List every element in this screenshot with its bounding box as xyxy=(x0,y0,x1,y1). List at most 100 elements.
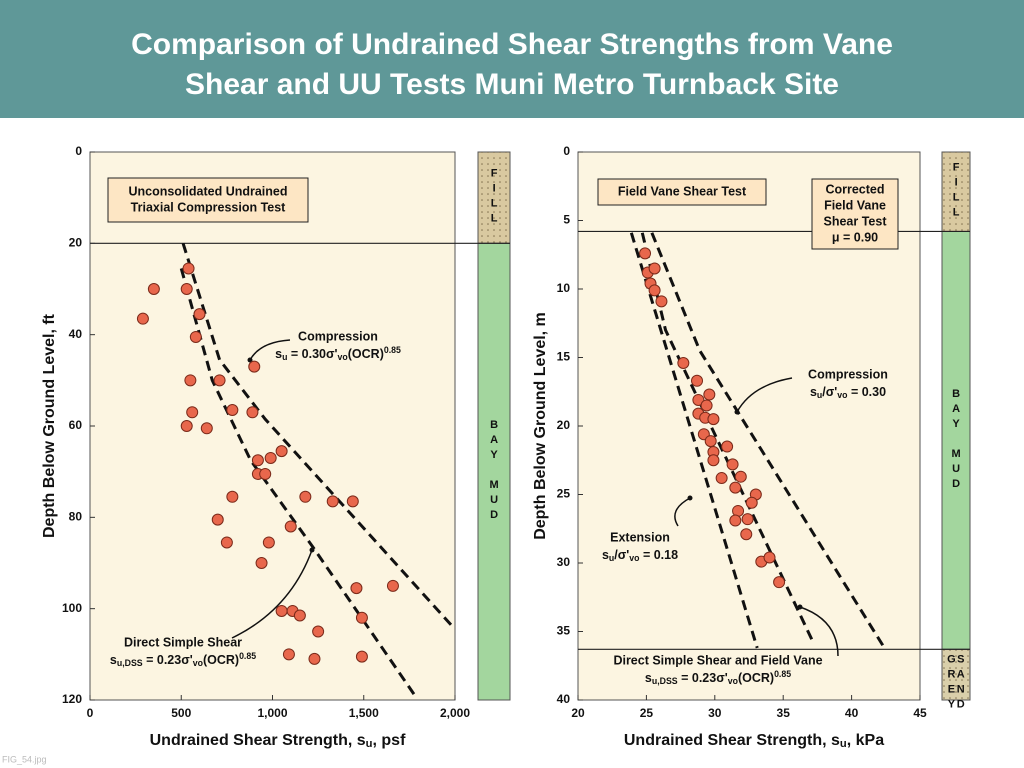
x-tick-label: 2,000 xyxy=(440,706,470,720)
data-point xyxy=(326,495,339,508)
subscript: u xyxy=(609,553,614,563)
data-point xyxy=(704,435,717,448)
data-point xyxy=(180,283,193,295)
superscript: 0.85 xyxy=(239,651,256,661)
y-tick-label: 10 xyxy=(557,281,571,295)
y-tick-label: 40 xyxy=(69,327,83,341)
data-point xyxy=(180,420,193,432)
data-point xyxy=(299,490,312,503)
title-band xyxy=(0,0,1024,118)
x-tick-label: 20 xyxy=(571,706,585,720)
trend-line xyxy=(629,232,759,649)
y-tick-label: 15 xyxy=(557,350,571,364)
info-box-text: μ = 0.90 xyxy=(832,230,878,244)
data-point xyxy=(255,557,268,569)
stratum-label: BAY MUD xyxy=(950,388,962,493)
superscript: 0.85 xyxy=(384,345,401,355)
data-point xyxy=(648,262,661,275)
x-tick-label: 0 xyxy=(87,706,94,720)
x-tick-label: 1,500 xyxy=(349,706,379,720)
trend-line xyxy=(650,232,886,649)
data-point xyxy=(707,413,720,426)
data-point xyxy=(284,520,297,533)
annotation-arrow xyxy=(249,339,291,361)
data-point xyxy=(182,262,195,275)
y-tick-label: 0 xyxy=(75,144,82,158)
stratum-label: GREY xyxy=(945,653,957,713)
stratum xyxy=(477,242,511,701)
text-part: Undrained Shear Strength, s xyxy=(150,732,366,749)
data-point xyxy=(740,528,753,541)
y-tick-label: 5 xyxy=(563,213,570,227)
text-part: /σ' xyxy=(822,385,837,399)
data-point xyxy=(189,330,202,343)
annotation-text: Direct Simple Shear xyxy=(124,635,242,649)
subscript: u,DSS xyxy=(652,676,678,686)
y-tick-label: 120 xyxy=(62,692,82,706)
arrow-tip xyxy=(247,357,253,363)
subscript: vo xyxy=(338,352,348,362)
y-tick-label: 35 xyxy=(557,624,571,638)
y-tick-label: 100 xyxy=(62,601,82,615)
text-part: = 0.23σ' xyxy=(143,653,193,667)
data-point xyxy=(677,356,690,369)
data-point xyxy=(211,513,224,526)
data-point xyxy=(691,374,704,387)
arrow-tip xyxy=(309,547,315,553)
x-axis-label: Undrained Shear Strength, su, kPa xyxy=(624,732,884,749)
arrow-tip xyxy=(734,409,740,415)
text-part: , kPa xyxy=(847,732,884,749)
stratum-texture xyxy=(942,152,970,232)
x-tick-label: 1,000 xyxy=(257,706,287,720)
data-point xyxy=(246,406,259,419)
text-part: s xyxy=(810,385,817,399)
y-tick-label: 60 xyxy=(69,418,83,432)
stratum-label: SAND xyxy=(955,653,967,713)
title-line: Comparison of Undrained Shear Strengths … xyxy=(131,28,893,61)
data-point xyxy=(745,496,758,509)
data-point xyxy=(262,536,275,549)
annotation-text: Extension xyxy=(610,530,670,544)
x-tick-label: 500 xyxy=(171,706,191,720)
arrow-tip xyxy=(687,495,693,501)
info-box xyxy=(597,178,767,206)
subscript: u xyxy=(840,738,847,750)
info-box-text: Shear Test xyxy=(824,214,888,228)
y-tick-label: 20 xyxy=(557,418,571,432)
data-point xyxy=(275,445,288,458)
y-tick-label: 0 xyxy=(563,144,570,158)
data-point xyxy=(773,576,786,589)
y-tick-label: 25 xyxy=(557,487,571,501)
data-point xyxy=(721,440,734,453)
text-part: Undrained Shear Strength, s xyxy=(624,732,840,749)
data-point xyxy=(200,422,213,435)
text-part: s xyxy=(110,653,117,667)
data-point xyxy=(346,495,359,508)
stratum-texture xyxy=(478,152,510,244)
data-point xyxy=(251,454,264,467)
data-point xyxy=(715,472,728,485)
annotation-text: su,DSS = 0.23σ'vo(OCR)0.85 xyxy=(645,669,791,685)
text-part: s xyxy=(645,671,652,685)
data-point xyxy=(707,454,720,467)
data-point xyxy=(639,247,652,260)
data-point xyxy=(193,308,206,321)
text-part: (OCR) xyxy=(348,347,384,361)
subscript: u,DSS xyxy=(117,658,143,668)
annotation-arrow xyxy=(799,606,839,657)
data-point xyxy=(700,399,713,412)
x-tick-label: 35 xyxy=(777,706,791,720)
text-part: (OCR) xyxy=(738,671,774,685)
y-tick-label: 20 xyxy=(69,236,83,250)
data-point xyxy=(741,513,754,526)
data-point xyxy=(226,490,239,503)
title-line: Shear and UU Tests Muni Metro Turnback S… xyxy=(185,68,839,101)
x-tick-label: 45 xyxy=(913,706,927,720)
text-part: = 0.18 xyxy=(639,548,678,562)
data-point xyxy=(308,652,321,665)
stratum-texture xyxy=(942,649,970,700)
footer: FIG_54.jpg xyxy=(2,754,47,764)
y-tick-label: 80 xyxy=(69,510,83,524)
annotation-text: Compression xyxy=(808,367,888,381)
